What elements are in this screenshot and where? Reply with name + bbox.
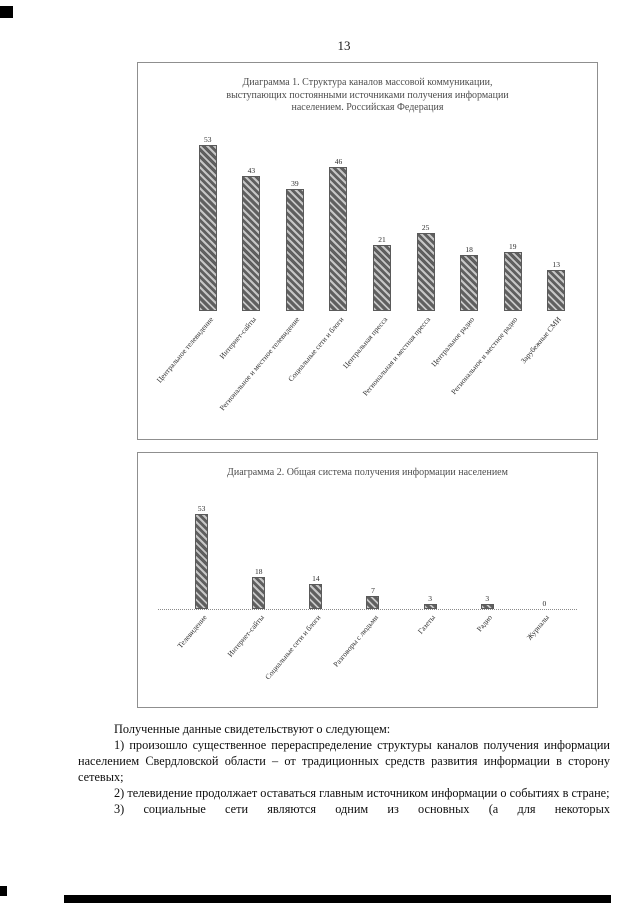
bar-column: 43 Интернет-сайты <box>218 123 274 361</box>
chart-2-plot-area: 53 Телевидение 18 Интернет-сайты 14 Социальны… <box>173 501 573 681</box>
bar-column: 46 Социальные сети и блоги <box>286 123 361 383</box>
bar-value-label: 3 <box>428 593 432 603</box>
scan-artifact <box>64 895 611 903</box>
bar-value-label: 18 <box>254 566 263 576</box>
bar-value-label: 0 <box>542 599 547 608</box>
scan-artifact <box>0 6 13 18</box>
body-text: Полученные данные свидетельствуют о след… <box>78 721 610 817</box>
bar-value-label: 25 <box>421 222 430 232</box>
bar <box>329 166 348 311</box>
bar-column: 53 Телевидение <box>173 501 230 650</box>
bar-value-label: 18 <box>465 244 473 254</box>
chart-1-plot-area: 53 Центральное телевидение 43 Интернет-сайт… <box>154 123 579 412</box>
x-axis-label: Газеты <box>415 613 438 636</box>
x-axis-label: Радио <box>475 613 495 634</box>
chart-2-title: Диаграмма 2. Общая система получения инф… <box>227 467 508 478</box>
bar-value-label: 14 <box>312 573 320 583</box>
bar-value-label: 13 <box>552 260 561 270</box>
bar-value-label: 53 <box>197 503 206 513</box>
bar <box>503 251 522 311</box>
bar <box>416 232 435 311</box>
bar-column: 18 Центральное радио <box>429 123 491 368</box>
chart-1-frame: Диаграмма 1. Структура каналов массовой … <box>137 62 598 440</box>
bar-column: 13 Зарубежные СМИ <box>519 123 579 365</box>
bar-value-label: 19 <box>508 241 517 251</box>
bar <box>460 254 479 311</box>
x-axis-label: Центральное телевидение <box>154 315 215 385</box>
bar <box>547 270 566 311</box>
x-axis-label: Интернет-сайты <box>217 315 259 361</box>
body-item-2: 2) телевидение продолжает оставаться гла… <box>114 786 610 800</box>
x-axis-label: Социальные сети и блоги <box>263 613 323 682</box>
scan-artifact <box>0 886 7 896</box>
bar-value-label: 53 <box>204 134 212 144</box>
bar <box>285 188 304 311</box>
bar-column: 3 Радио <box>459 501 516 633</box>
bar-value-label: 39 <box>291 178 299 188</box>
bar-value-label: 43 <box>247 166 256 176</box>
bar-column: 25 Региональная и местная пресса <box>361 123 448 398</box>
body-item-3: 3) социальные сети являются одним из осн… <box>114 802 610 816</box>
bar-value-label: 46 <box>334 156 343 166</box>
x-axis-label: Зарубежные СМИ <box>519 315 564 366</box>
bar-column: 0 Журналы <box>516 501 573 642</box>
bar <box>366 596 380 609</box>
bar-column: 18 Интернет-сайты <box>225 501 287 658</box>
bar <box>373 245 392 311</box>
x-axis-label: Интернет-сайты <box>225 613 266 659</box>
bar-column: 21 Центральная пресса <box>341 123 404 370</box>
x-axis-label: Региональное и местное телевидение <box>218 315 302 413</box>
chart-2-baseline <box>158 609 577 610</box>
bar-value-label: 21 <box>378 235 386 245</box>
bar-column: 14 Социальные сети и блоги <box>263 501 344 681</box>
x-axis-label: Журналы <box>525 613 552 642</box>
bar-column: 19 Региональное и местное радио <box>449 123 535 396</box>
bar <box>198 144 217 311</box>
x-axis-label: Телевидение <box>175 613 209 651</box>
bar-value-label: 3 <box>485 593 490 603</box>
chart-1-title: Диаграмма 1. Структура каналов массовой … <box>226 77 509 113</box>
bar <box>195 513 209 609</box>
bar <box>480 603 494 609</box>
bar <box>242 176 261 311</box>
page-number: 13 <box>337 38 351 53</box>
x-axis-label: Центральное радио <box>429 315 477 369</box>
x-axis-label: Центральная пресса <box>340 315 389 371</box>
bar <box>423 603 437 609</box>
body-intro: Полученные данные свидетельствуют о след… <box>114 722 391 736</box>
x-axis-label: Разговоры с людьми <box>331 613 380 669</box>
body-item-1: 1) произошло существенное перераспределе… <box>78 738 610 784</box>
bar <box>309 583 323 609</box>
bar-column: 39 Региональное и местное телевидение <box>218 123 317 412</box>
bar-column: 53 Центральное телевидение <box>154 123 230 385</box>
chart-2-frame: Диаграмма 2. Общая система получения инф… <box>137 452 598 708</box>
bar-column: 7 Разговоры с людьми <box>331 501 401 669</box>
bar <box>252 576 266 609</box>
bar-value-label: 7 <box>371 586 375 596</box>
bar-column: 3 Газеты <box>402 501 459 636</box>
